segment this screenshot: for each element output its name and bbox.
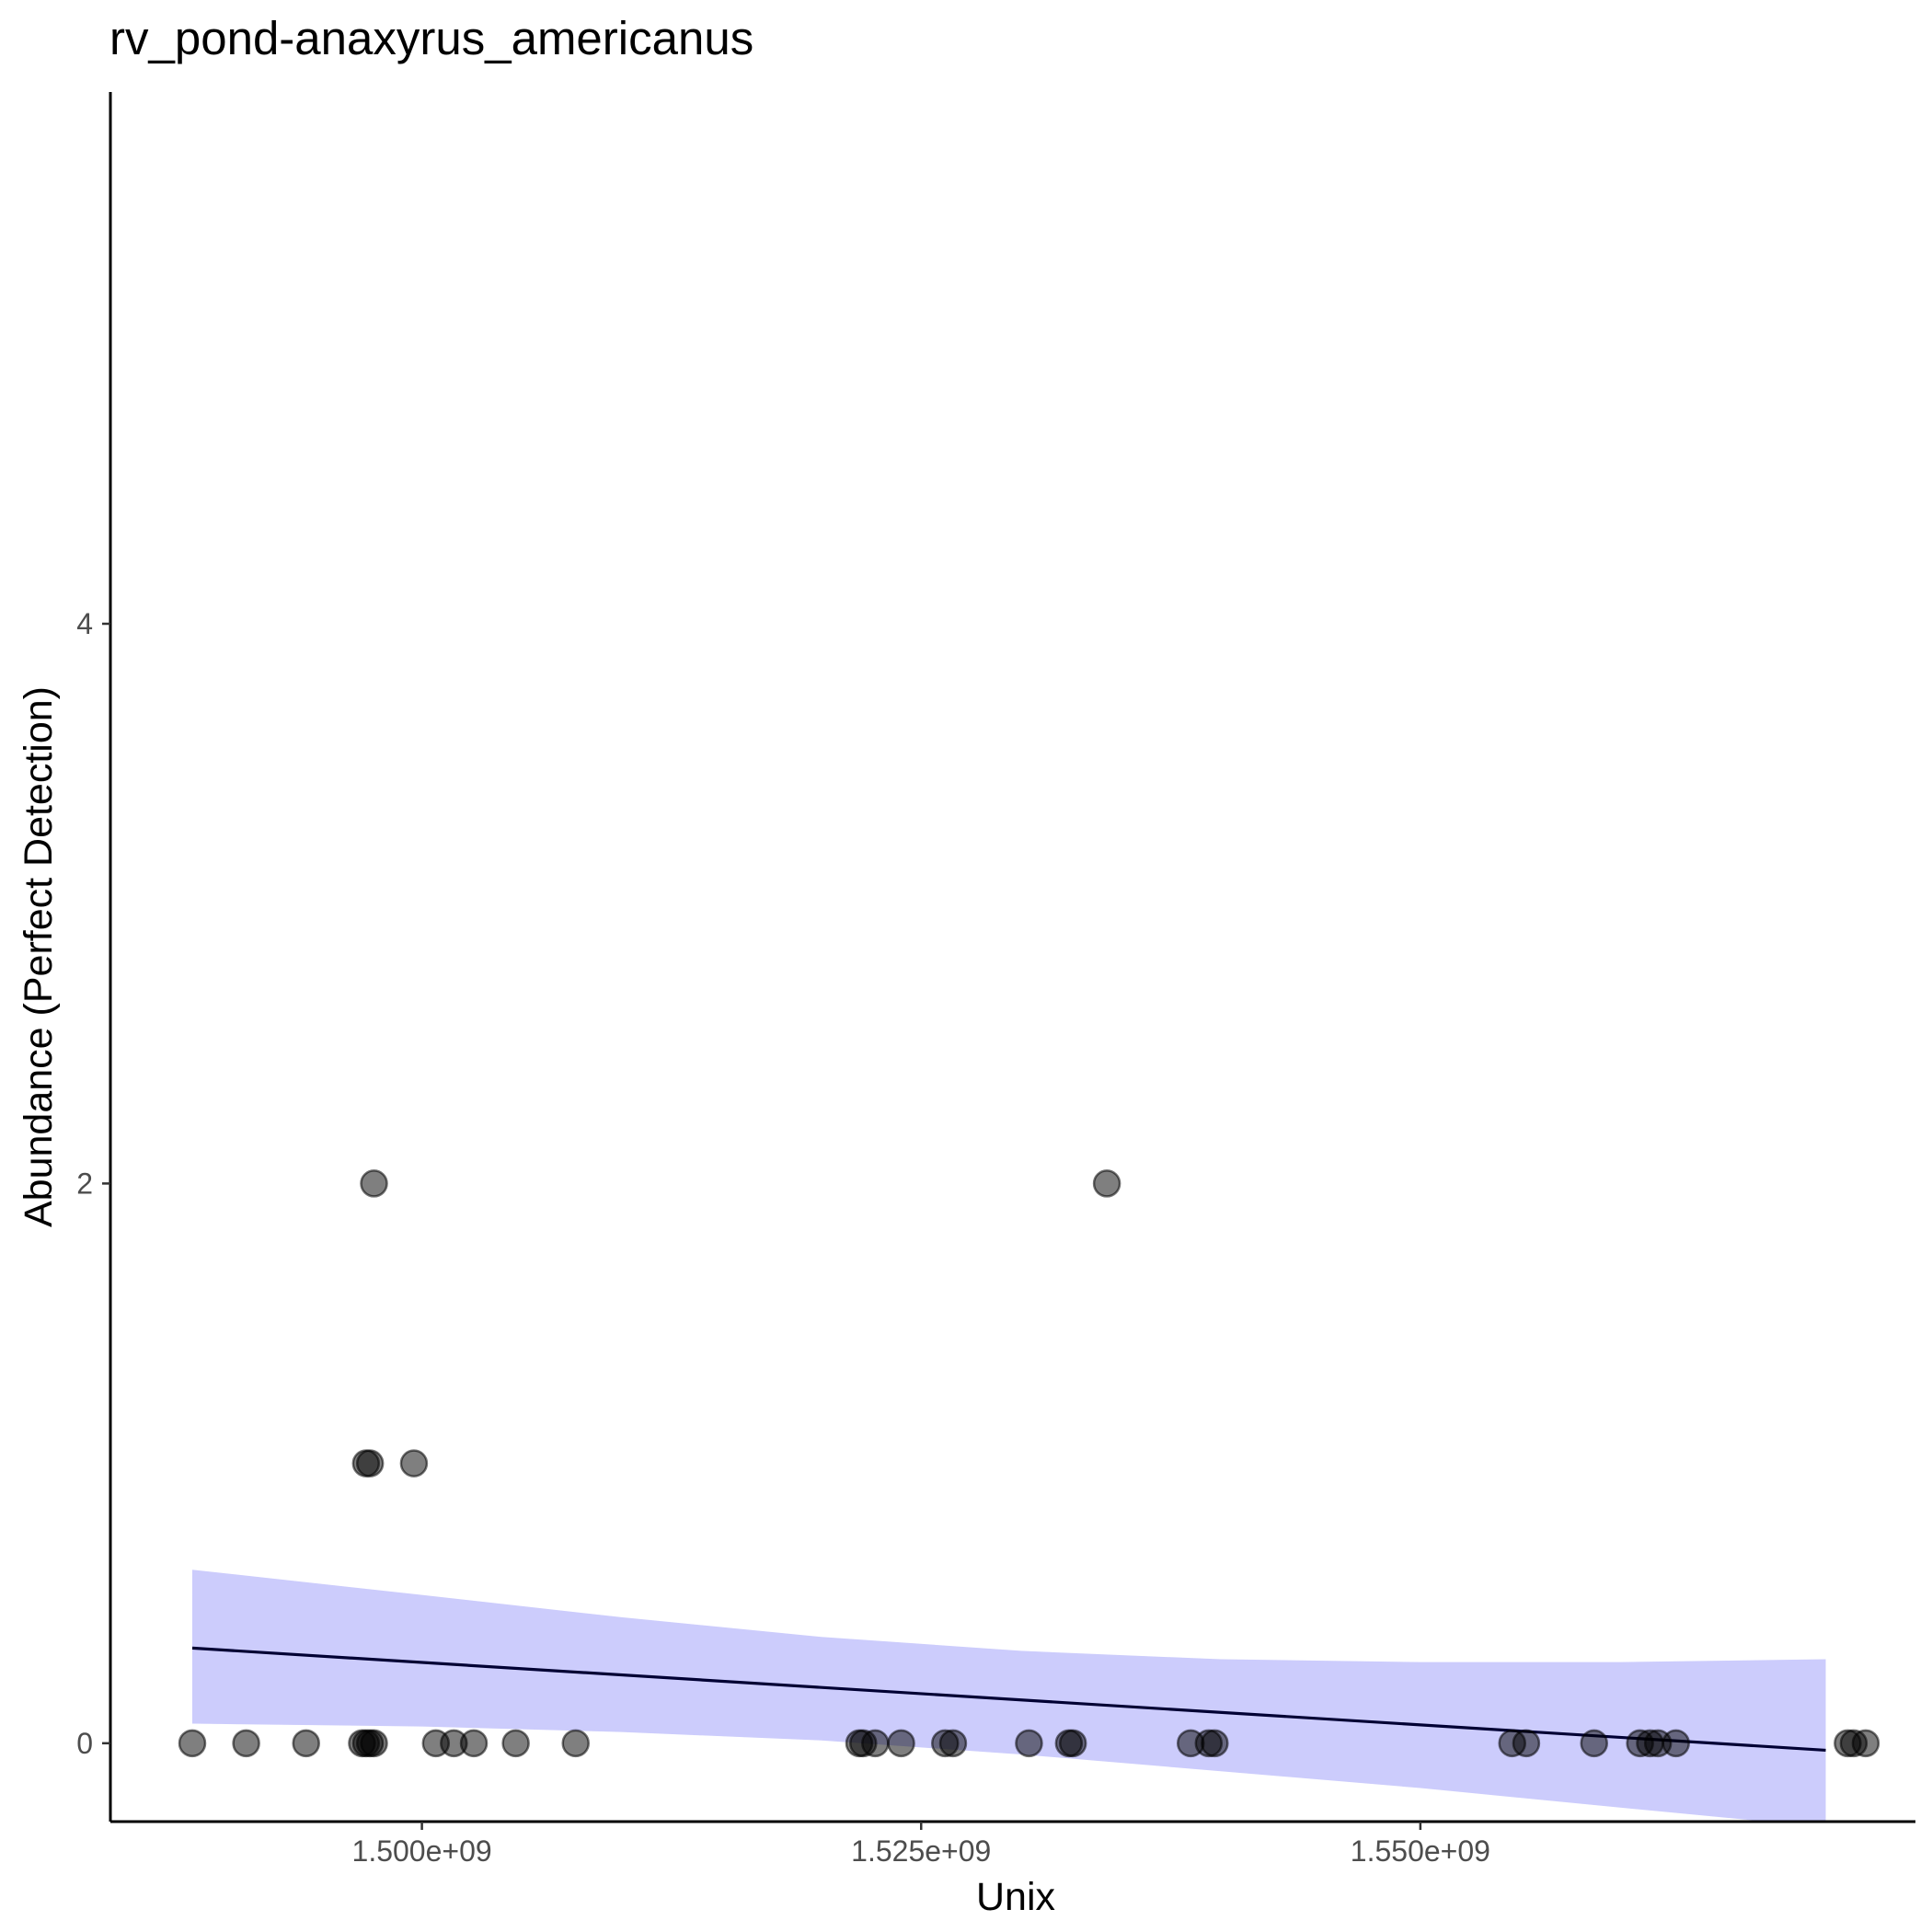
data-point (1058, 1729, 1087, 1758)
y-axis-title: Abundance (Perfect Detection) (17, 686, 61, 1227)
data-point (232, 1729, 260, 1758)
data-point (360, 1169, 388, 1198)
data-point (355, 1449, 385, 1478)
data-point (501, 1729, 530, 1758)
data-point (861, 1729, 890, 1758)
data-point (1092, 1169, 1121, 1198)
x-tick-label: 1.525e+09 (851, 1834, 991, 1868)
data-point (1201, 1729, 1229, 1758)
x-tick-label: 1.550e+09 (1351, 1834, 1490, 1868)
data-point (1662, 1729, 1690, 1758)
confidence-band (191, 1570, 1826, 1822)
data-point (1015, 1729, 1043, 1758)
data-point (938, 1729, 968, 1758)
data-point (399, 1449, 429, 1478)
data-point (1580, 1729, 1608, 1758)
y-tick-label: 2 (76, 1167, 93, 1200)
y-tick-label: 4 (76, 607, 93, 640)
data-point (1512, 1729, 1541, 1758)
data-point (178, 1729, 207, 1758)
chart-title: rv_pond-anaxyrus_americanus (109, 12, 753, 64)
data-point (887, 1729, 915, 1758)
data-point (459, 1729, 489, 1758)
data-point (292, 1729, 320, 1758)
data-point (1851, 1729, 1880, 1758)
x-axis-title: Unix (976, 1875, 1056, 1919)
data-point (561, 1729, 590, 1758)
data-point (360, 1729, 388, 1758)
y-tick-label: 0 (76, 1727, 93, 1760)
fit-line (191, 1646, 1826, 1753)
x-tick-label: 1.500e+09 (352, 1834, 492, 1868)
